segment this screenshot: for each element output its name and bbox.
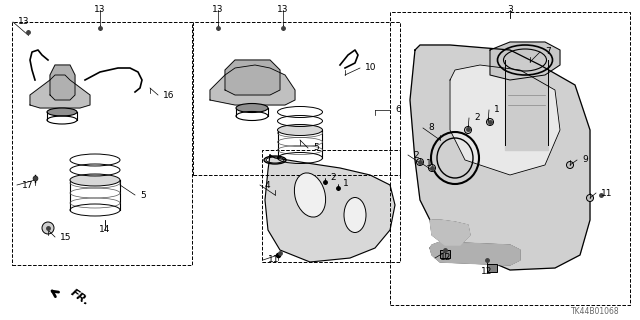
Bar xyxy=(390,12,630,305)
Text: 12: 12 xyxy=(440,253,451,262)
Polygon shape xyxy=(410,45,590,270)
Polygon shape xyxy=(505,60,548,150)
Polygon shape xyxy=(490,42,560,80)
Text: 13: 13 xyxy=(212,5,224,14)
Circle shape xyxy=(417,158,424,165)
Text: 1: 1 xyxy=(494,106,500,115)
Bar xyxy=(440,250,450,258)
Text: TK44B01068: TK44B01068 xyxy=(572,308,620,316)
Polygon shape xyxy=(430,242,520,265)
Text: 6: 6 xyxy=(395,106,401,115)
Text: 15: 15 xyxy=(60,233,72,242)
Circle shape xyxy=(42,222,54,234)
Polygon shape xyxy=(210,65,295,105)
Text: 2: 2 xyxy=(330,173,335,182)
Bar xyxy=(12,22,192,265)
Circle shape xyxy=(429,164,435,172)
Ellipse shape xyxy=(236,103,268,113)
Bar xyxy=(262,150,400,262)
Text: 13: 13 xyxy=(94,5,106,14)
Text: 11: 11 xyxy=(601,188,612,197)
Text: 1: 1 xyxy=(426,158,432,167)
Polygon shape xyxy=(265,155,395,262)
Text: 13: 13 xyxy=(277,5,289,14)
Text: 13: 13 xyxy=(18,18,29,27)
Text: 2: 2 xyxy=(413,150,419,159)
Text: 17: 17 xyxy=(22,180,33,189)
Polygon shape xyxy=(225,60,280,95)
Text: 5: 5 xyxy=(313,143,319,153)
Circle shape xyxy=(486,118,493,125)
Circle shape xyxy=(566,162,573,169)
Text: 14: 14 xyxy=(99,226,111,235)
Text: FR.: FR. xyxy=(69,287,92,307)
Polygon shape xyxy=(30,75,90,108)
Text: 8: 8 xyxy=(428,124,434,132)
Ellipse shape xyxy=(47,108,77,116)
Polygon shape xyxy=(50,65,75,100)
Ellipse shape xyxy=(344,197,366,233)
Text: 4: 4 xyxy=(265,180,271,189)
Circle shape xyxy=(586,195,593,202)
Polygon shape xyxy=(430,220,470,245)
Text: 9: 9 xyxy=(582,156,588,164)
Text: 1: 1 xyxy=(343,180,349,188)
Text: 5: 5 xyxy=(140,190,146,199)
Text: 7: 7 xyxy=(545,47,551,57)
Text: 12: 12 xyxy=(481,268,493,276)
Bar xyxy=(487,264,497,272)
Polygon shape xyxy=(450,65,560,175)
Ellipse shape xyxy=(278,124,323,135)
Text: 16: 16 xyxy=(163,91,175,100)
Text: 2: 2 xyxy=(474,114,479,123)
Text: 10: 10 xyxy=(365,63,376,73)
Circle shape xyxy=(465,126,472,133)
Bar xyxy=(193,22,400,175)
Text: 11: 11 xyxy=(268,255,280,265)
Ellipse shape xyxy=(70,174,120,186)
Ellipse shape xyxy=(294,173,326,217)
Text: 3: 3 xyxy=(507,5,513,14)
